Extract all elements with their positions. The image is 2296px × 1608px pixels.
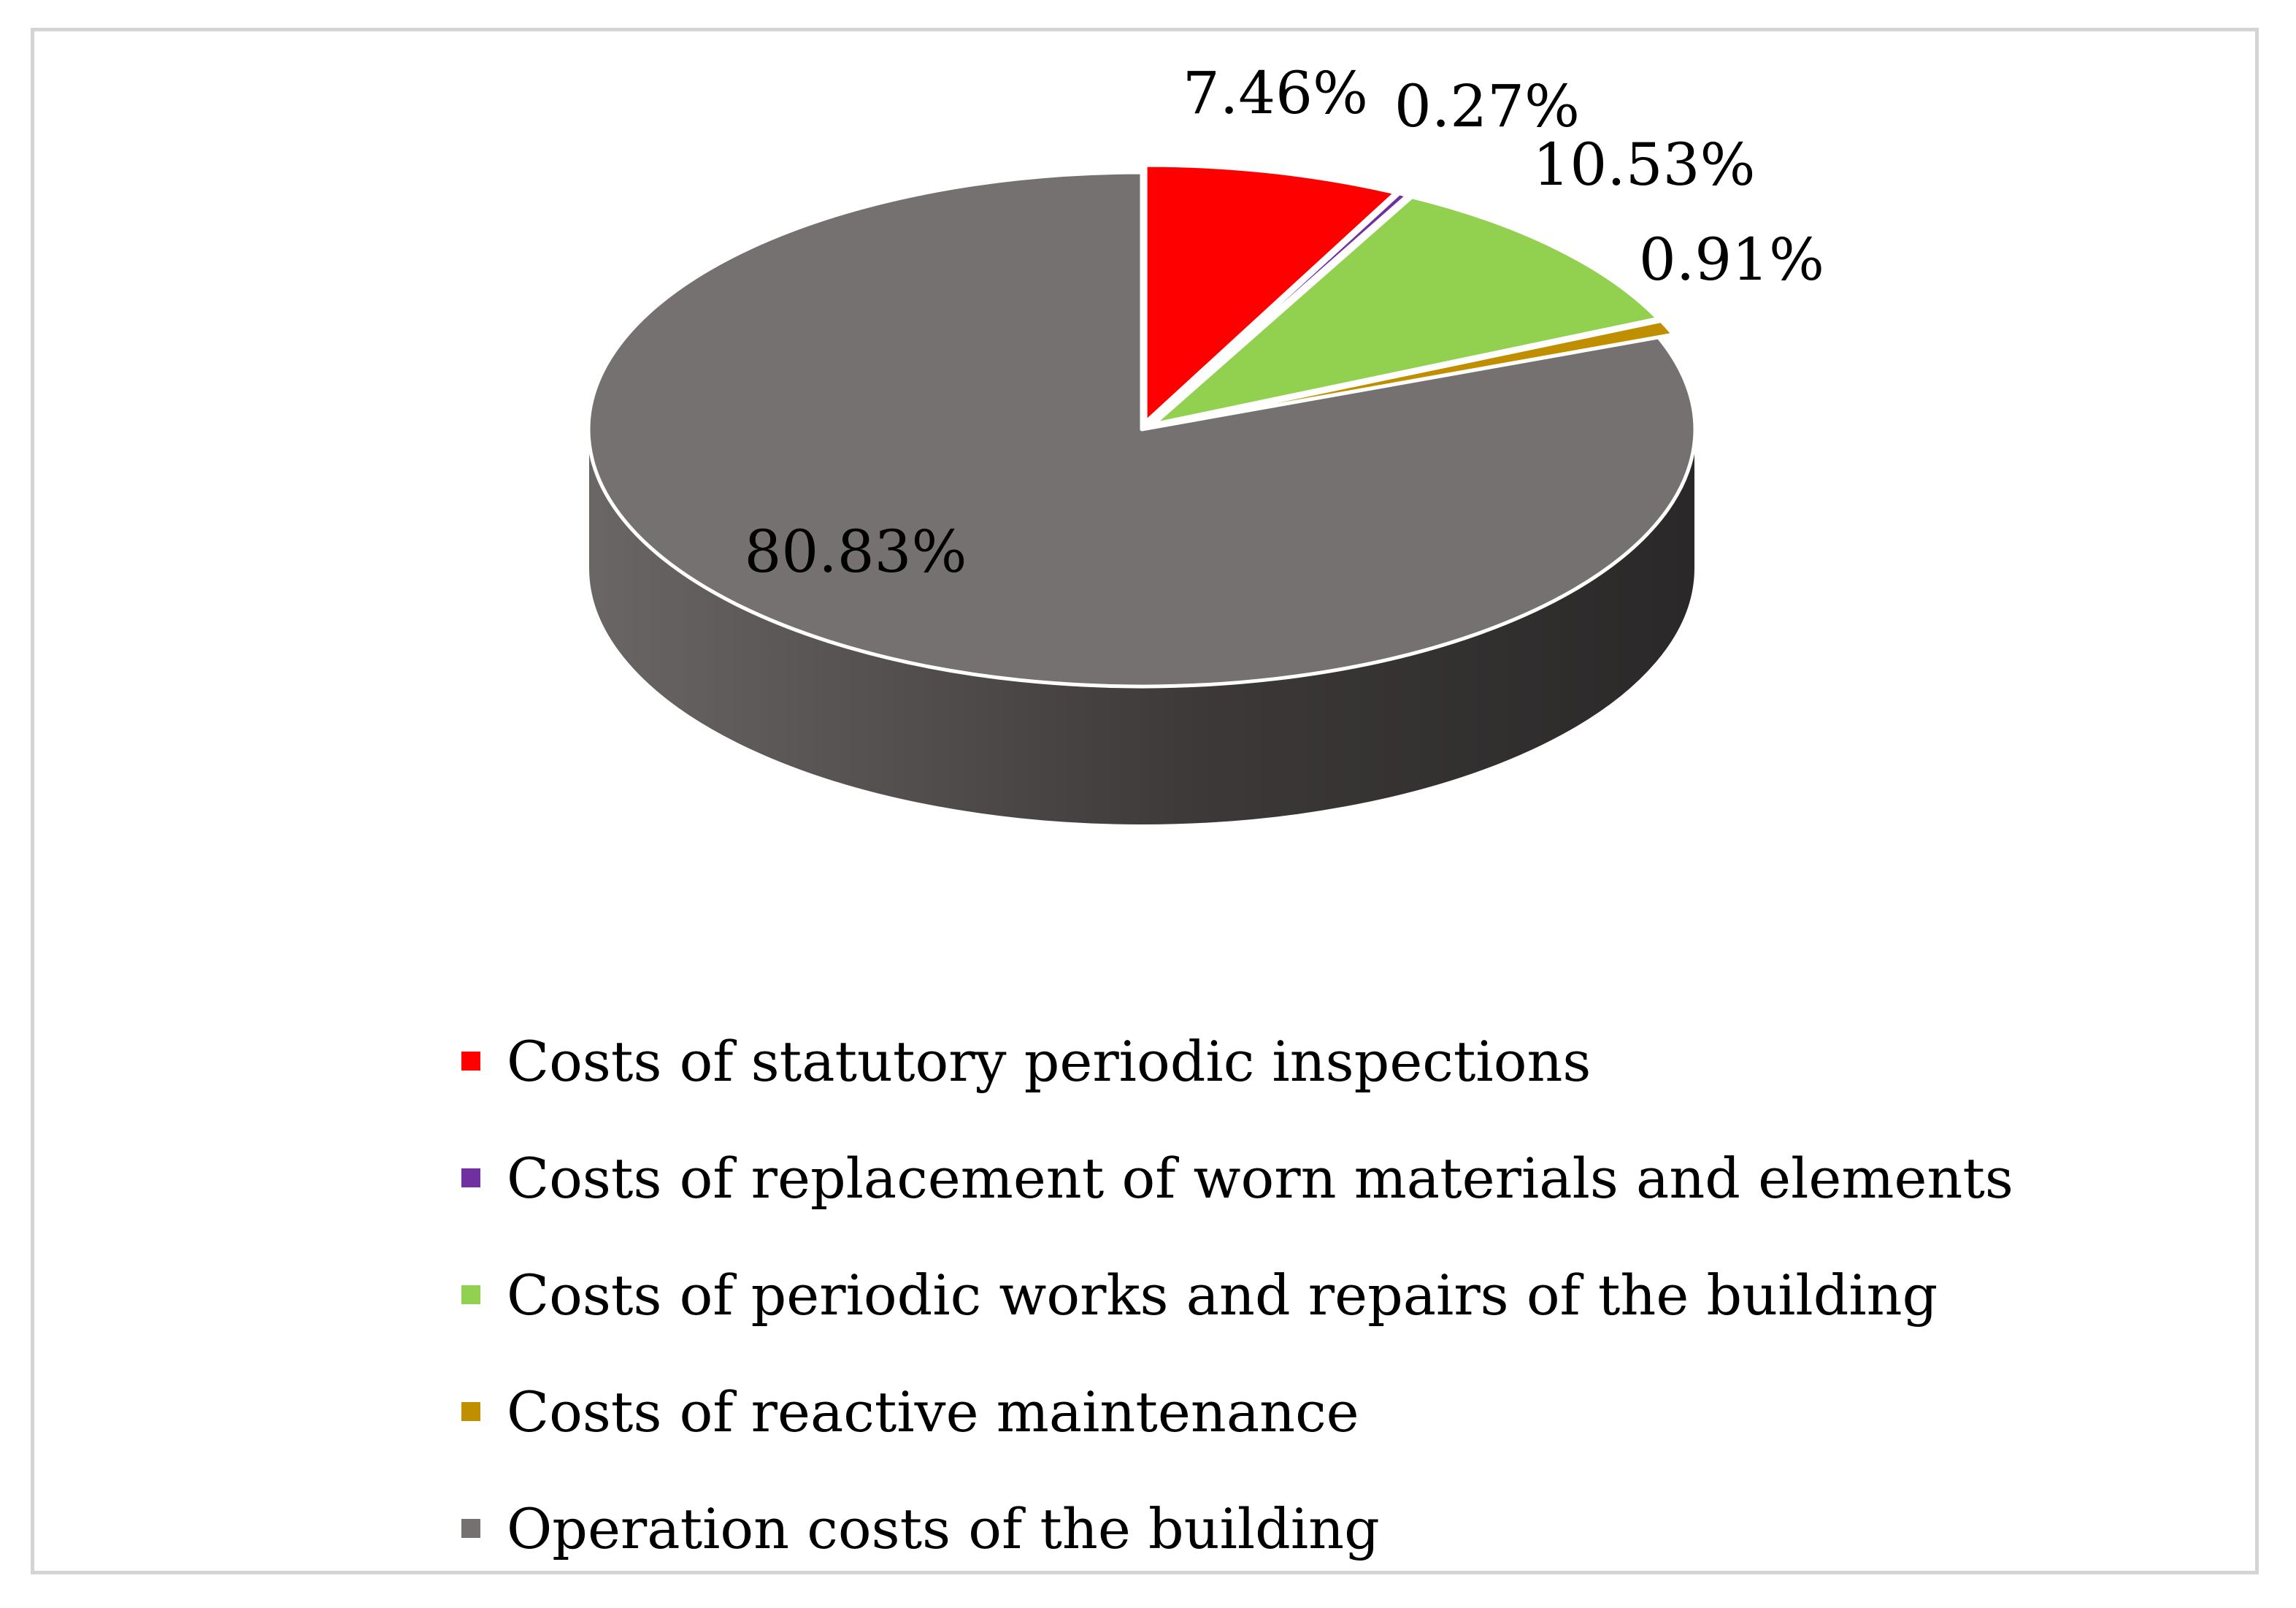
legend-label: Costs of reactive maintenance	[507, 1379, 1359, 1444]
chart-frame: 7.46% 0.27% 10.53% 0.91% 80.83% Costs of sta…	[31, 28, 2259, 1574]
legend-item-replacement-costs: Costs of replacement of worn materials a…	[461, 1119, 2013, 1236]
pie-slice	[1154, 318, 1675, 429]
legend-item-statutory-inspections: Costs of statutory periodic inspections	[461, 1003, 2013, 1119]
pie-data-labels: 7.46% 0.27%10.53% 0.91% 80.83%	[744, 59, 1824, 586]
pie-data-label: 0.91%	[1639, 226, 1824, 294]
legend-label: Operation costs of the building	[507, 1496, 1380, 1561]
pie-slice	[586, 170, 1697, 689]
pie-tops	[586, 163, 1697, 689]
pie-slice	[1147, 191, 1410, 425]
pie-slice	[1151, 195, 1660, 426]
legend-swatch	[461, 1052, 480, 1071]
legend-item-periodic-works: Costs of periodic works and repairs of t…	[461, 1236, 2013, 1353]
legend-item-reactive-maintenance: Costs of reactive maintenance	[461, 1353, 2013, 1470]
legend: Costs of statutory periodic inspections …	[461, 1003, 2013, 1587]
pie-data-label: 10.53%	[1532, 131, 1755, 199]
legend-item-operation-costs: Operation costs of the building	[461, 1470, 2013, 1587]
legend-swatch	[461, 1285, 480, 1304]
legend-swatch	[461, 1519, 480, 1538]
pie-slice	[1143, 163, 1398, 424]
legend-swatch	[461, 1168, 480, 1187]
legend-swatch	[461, 1402, 480, 1421]
legend-label: Costs of statutory periodic inspections	[507, 1028, 1592, 1094]
legend-label: Costs of replacement of worn materials a…	[507, 1145, 2013, 1211]
pie-data-label: 80.83%	[744, 518, 967, 586]
pie-data-label: 0.27%	[1394, 72, 1580, 140]
pie-data-label: 7.46%	[1183, 59, 1368, 127]
pie-chart: 7.46% 0.27%10.53% 0.91% 80.83%	[586, 59, 1824, 826]
legend-label: Costs of periodic works and repairs of t…	[507, 1262, 1938, 1328]
